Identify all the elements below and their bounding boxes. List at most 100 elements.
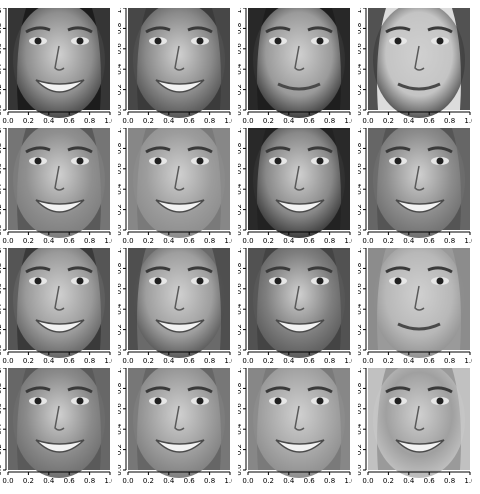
x-tick-label: 0.6 xyxy=(184,477,196,485)
x-tick-label: 0.0 xyxy=(122,477,133,485)
y-tick-label: 0.2 xyxy=(0,444,3,455)
face-photo xyxy=(8,362,110,478)
photo-panel: 0.0 0.0 0.2 0.2 0.4 0.4 0.6 0.6 0.8 0.8 1.0 1.0 xyxy=(115,122,236,250)
y-tick-label: 0.8 xyxy=(358,383,363,394)
y-tick-label: 0.0 xyxy=(118,224,123,235)
y-tick-label: 0.0 xyxy=(238,344,243,355)
x-tick-label: 0.8 xyxy=(84,237,95,245)
photo-axes: 0.0 0.0 0.2 0.2 0.4 0.4 0.6 0.6 0.8 0.8 1.0 1.0 xyxy=(235,242,356,365)
x-tick-label: 0.8 xyxy=(444,237,455,245)
x-tick-label: 0.0 xyxy=(242,357,253,365)
photo-panel: 0.0 0.0 0.2 0.2 0.4 0.4 0.6 0.6 0.8 0.8 1.0 1.0 xyxy=(235,242,356,370)
photo-axes: 0.0 0.0 0.2 0.2 0.4 0.4 0.6 0.6 0.8 0.8 1.0 1.0 xyxy=(0,362,116,485)
x-tick-label: 0.4 xyxy=(163,117,175,125)
x-tick-label: 0.2 xyxy=(143,477,154,485)
y-tick-label: 0.6 xyxy=(118,163,123,175)
x-tick-label: 0.4 xyxy=(283,357,295,365)
x-tick-label: 0.6 xyxy=(184,117,196,125)
y-tick-label: 0.2 xyxy=(118,324,123,335)
y-tick-label: 0.4 xyxy=(358,423,363,435)
y-tick-label: 0.0 xyxy=(238,224,243,235)
photo-panel: 0.0 0.0 0.2 0.2 0.4 0.4 0.6 0.6 0.8 0.8 1.0 1.0 xyxy=(235,122,356,250)
photo-panel: 0.0 0.0 0.2 0.2 0.4 0.4 0.6 0.6 0.8 0.8 1.0 1.0 xyxy=(235,362,356,490)
x-tick-label: 0.4 xyxy=(163,237,175,245)
x-tick-label: 0.0 xyxy=(362,477,373,485)
x-tick-label: 0.8 xyxy=(324,117,335,125)
y-tick-label: 0.8 xyxy=(358,143,363,154)
photo-axes: 0.0 0.0 0.2 0.2 0.4 0.4 0.6 0.6 0.8 0.8 1.0 1.0 xyxy=(235,2,356,125)
y-tick-label: 0.4 xyxy=(238,423,243,435)
y-tick-label: 0.8 xyxy=(238,143,243,154)
y-tick-label: 0.6 xyxy=(238,403,243,415)
x-tick-label: 0.6 xyxy=(424,117,436,125)
y-tick-label: 0.4 xyxy=(118,183,123,195)
x-tick-label: 0.0 xyxy=(362,357,373,365)
x-tick-label: 1.0 xyxy=(344,357,352,365)
y-tick-label: 0.8 xyxy=(358,23,363,34)
x-tick-label: 0.8 xyxy=(84,357,95,365)
y-tick-label: 1.0 xyxy=(358,8,363,14)
x-tick-label: 1.0 xyxy=(104,477,112,485)
y-tick-label: 0.0 xyxy=(118,464,123,475)
y-tick-label: 0.4 xyxy=(0,303,3,315)
y-tick-label: 0.6 xyxy=(0,43,3,55)
x-tick-label: 0.4 xyxy=(43,477,55,485)
photo-axes: 0.0 0.0 0.2 0.2 0.4 0.4 0.6 0.6 0.8 0.8 1.0 1.0 xyxy=(115,122,236,245)
y-tick-label: 0.8 xyxy=(0,23,3,34)
y-tick-label: 0.6 xyxy=(0,283,3,295)
face-photo xyxy=(248,122,350,238)
photo-panel: 0.0 0.0 0.2 0.2 0.4 0.4 0.6 0.6 0.8 0.8 1.0 1.0 xyxy=(0,242,116,370)
x-tick-label: 1.0 xyxy=(224,237,232,245)
y-tick-label: 0.4 xyxy=(358,303,363,315)
x-tick-label: 0.2 xyxy=(23,477,34,485)
face-image-grid: 0.0 0.0 0.2 0.2 0.4 0.4 0.6 0.6 0.8 0.8 1.0 1.0 0.0 0… xyxy=(0,2,476,485)
x-tick-label: 0.6 xyxy=(424,237,436,245)
x-tick-label: 0.8 xyxy=(324,357,335,365)
y-tick-label: 0.8 xyxy=(238,263,243,274)
x-tick-label: 0.2 xyxy=(143,117,154,125)
x-tick-label: 0.2 xyxy=(383,117,394,125)
x-tick-label: 0.0 xyxy=(122,117,133,125)
y-tick-label: 1.0 xyxy=(358,368,363,374)
x-tick-label: 0.4 xyxy=(163,357,175,365)
y-tick-label: 0.0 xyxy=(358,104,363,115)
photo-panel: 0.0 0.0 0.2 0.2 0.4 0.4 0.6 0.6 0.8 0.8 1.0 1.0 xyxy=(355,242,476,370)
x-tick-label: 0.2 xyxy=(383,237,394,245)
photo-panel: 0.0 0.0 0.2 0.2 0.4 0.4 0.6 0.6 0.8 0.8 1.0 1.0 xyxy=(0,362,116,490)
y-tick-label: 0.2 xyxy=(118,204,123,215)
x-tick-label: 0.0 xyxy=(242,477,253,485)
x-tick-label: 0.4 xyxy=(403,117,415,125)
y-tick-label: 0.2 xyxy=(358,324,363,335)
x-tick-label: 0.6 xyxy=(64,237,76,245)
x-tick-label: 0.2 xyxy=(263,117,274,125)
x-tick-label: 0.6 xyxy=(304,477,316,485)
y-tick-label: 0.6 xyxy=(118,43,123,55)
x-tick-label: 1.0 xyxy=(464,237,472,245)
y-tick-label: 0.8 xyxy=(118,23,123,34)
y-tick-label: 0.2 xyxy=(0,84,3,95)
y-tick-label: 1.0 xyxy=(118,8,123,14)
y-tick-label: 0.4 xyxy=(358,63,363,75)
y-tick-label: 1.0 xyxy=(118,368,123,374)
x-tick-label: 1.0 xyxy=(464,477,472,485)
x-tick-label: 1.0 xyxy=(224,477,232,485)
x-tick-label: 0.6 xyxy=(64,357,76,365)
x-tick-label: 0.2 xyxy=(263,237,274,245)
x-tick-label: 0.8 xyxy=(444,117,455,125)
x-tick-label: 0.4 xyxy=(43,357,55,365)
y-tick-label: 0.0 xyxy=(118,104,123,115)
face-photo xyxy=(8,242,110,358)
x-tick-label: 1.0 xyxy=(104,357,112,365)
photo-axes: 0.0 0.0 0.2 0.2 0.4 0.4 0.6 0.6 0.8 0.8 1.0 1.0 xyxy=(0,2,116,125)
y-tick-label: 0.0 xyxy=(0,224,3,235)
y-tick-label: 0.4 xyxy=(118,303,123,315)
y-tick-label: 0.4 xyxy=(0,183,3,195)
y-tick-label: 1.0 xyxy=(358,248,363,254)
y-tick-label: 0.2 xyxy=(238,444,243,455)
x-tick-label: 0.6 xyxy=(304,357,316,365)
x-tick-label: 0.4 xyxy=(283,117,295,125)
x-tick-label: 0.0 xyxy=(242,117,253,125)
photo-panel: 0.0 0.0 0.2 0.2 0.4 0.4 0.6 0.6 0.8 0.8 1.0 1.0 xyxy=(0,122,116,250)
y-tick-label: 0.0 xyxy=(238,464,243,475)
face-photo xyxy=(368,362,470,478)
